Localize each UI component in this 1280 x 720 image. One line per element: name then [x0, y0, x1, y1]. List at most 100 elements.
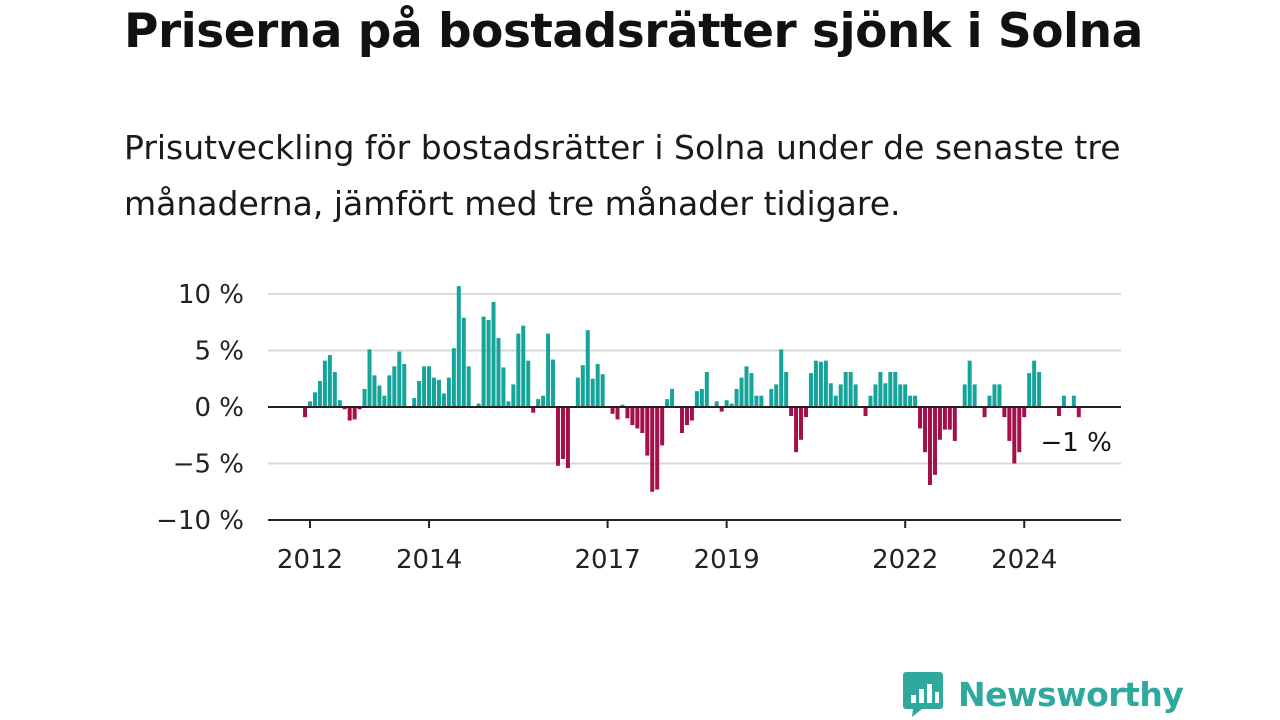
bar	[536, 399, 541, 407]
bar	[684, 407, 689, 426]
gridlines	[268, 293, 1121, 465]
bar	[402, 364, 407, 407]
bar	[813, 360, 818, 407]
bar	[992, 384, 997, 407]
bar	[308, 401, 312, 407]
chart-title: Priserna på bostadsrätter sjönk i Solna	[124, 4, 1143, 59]
bar	[481, 316, 486, 407]
bar	[962, 384, 967, 407]
bar	[461, 317, 466, 407]
bar	[382, 395, 387, 407]
bar	[719, 407, 724, 412]
bar	[422, 366, 427, 407]
bar	[937, 407, 942, 440]
bar	[942, 407, 947, 430]
bar	[337, 400, 342, 407]
bar	[784, 371, 789, 407]
bar	[893, 371, 898, 407]
bar	[794, 407, 799, 453]
bar	[928, 407, 932, 485]
bar	[804, 407, 808, 418]
brand-name: Newsworthy	[958, 674, 1184, 714]
bar	[754, 395, 759, 407]
axis-labels: 10 % 5 % 0 % −5 % −10 % 2012 2014 2017 2019 2022 2…	[156, 280, 1112, 575]
bar	[521, 325, 526, 407]
bar	[1017, 407, 1022, 453]
bar	[952, 407, 957, 441]
bar	[565, 407, 570, 469]
bar	[749, 373, 754, 407]
bar	[987, 395, 992, 407]
chart-subtitle: Prisutveckling för bostadsrätter i Solna…	[124, 128, 1121, 223]
bar	[347, 407, 352, 421]
bar	[595, 364, 600, 407]
y-tick-label: −10 %	[156, 506, 244, 536]
bar	[665, 399, 670, 407]
y-tick-label: 5 %	[194, 337, 244, 367]
bar	[1076, 407, 1081, 418]
bar	[888, 371, 893, 407]
bar	[818, 361, 823, 407]
bar	[446, 377, 451, 407]
bar	[1002, 407, 1007, 418]
bar	[853, 384, 858, 407]
bar	[387, 375, 392, 407]
bar	[317, 381, 322, 407]
bar	[982, 407, 987, 418]
bar	[908, 395, 913, 407]
bar	[714, 401, 719, 407]
bar	[789, 407, 794, 417]
y-tick-label: −5 %	[173, 450, 244, 480]
bar	[972, 384, 977, 407]
y-tick-label: 0 %	[194, 393, 244, 423]
bar	[1032, 360, 1037, 407]
bar	[729, 403, 734, 407]
bar	[1012, 407, 1017, 464]
bar	[759, 395, 764, 407]
bar	[863, 407, 868, 417]
bar	[878, 371, 883, 407]
x-tick-label: 2019	[694, 545, 760, 575]
bar	[739, 377, 744, 407]
x-tick-label: 2014	[396, 545, 462, 575]
bar	[412, 397, 417, 407]
bar	[556, 407, 560, 466]
bar	[645, 407, 650, 456]
bar	[436, 379, 441, 407]
bar	[1061, 395, 1066, 407]
bar	[635, 407, 640, 429]
bar	[848, 371, 853, 407]
bar	[417, 381, 422, 407]
bar	[1037, 371, 1042, 407]
x-tick-label: 2012	[277, 545, 343, 575]
bar	[432, 377, 436, 407]
bar	[689, 407, 694, 421]
newsworthy-logo: Newsworthy	[902, 670, 1184, 718]
bar	[486, 319, 491, 407]
bar	[377, 385, 382, 407]
bar	[838, 384, 843, 407]
bar	[476, 403, 481, 407]
bar	[590, 378, 595, 407]
bar	[526, 360, 531, 407]
y-tick-label: 10 %	[178, 280, 244, 310]
bar	[342, 407, 347, 410]
bar	[670, 388, 675, 407]
bar	[779, 349, 784, 407]
bars	[303, 286, 1081, 492]
bar	[734, 388, 739, 407]
bar	[828, 383, 833, 407]
bar	[655, 407, 660, 490]
bar	[501, 367, 506, 407]
bar	[774, 384, 779, 407]
x-tick-label: 2017	[575, 545, 641, 575]
bar	[724, 400, 729, 407]
bar	[625, 407, 630, 419]
bar	[372, 375, 377, 407]
bar	[575, 377, 580, 407]
bar	[997, 384, 1002, 407]
bar	[898, 384, 903, 407]
bar	[1071, 395, 1076, 407]
bar	[913, 395, 918, 407]
bar	[546, 333, 551, 407]
